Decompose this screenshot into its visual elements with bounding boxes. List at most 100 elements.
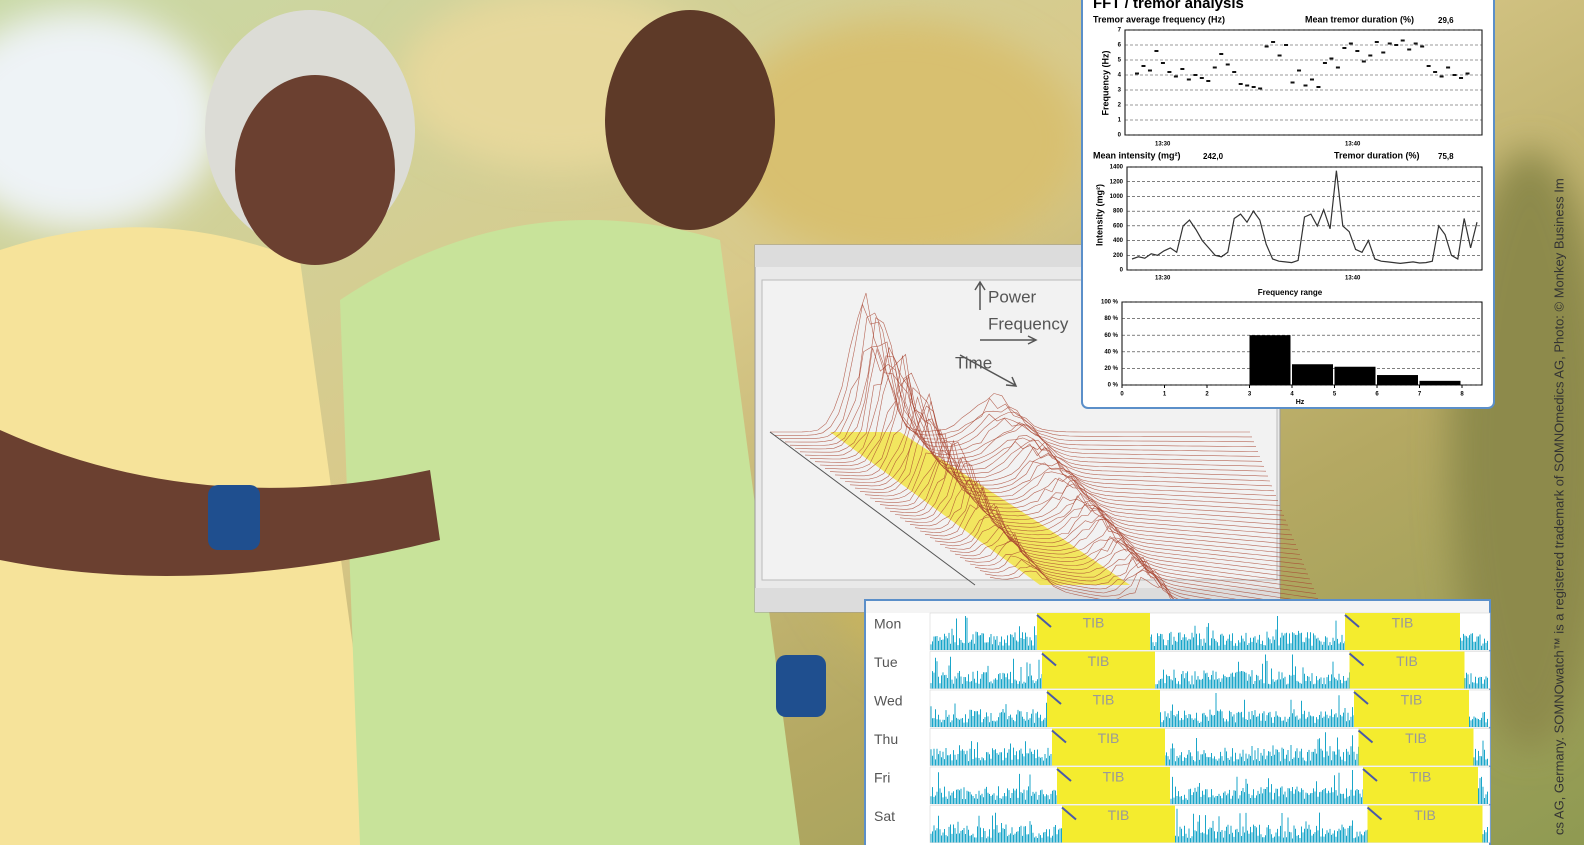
tremor-point: [1309, 78, 1314, 81]
tib-marker: [1353, 691, 1369, 705]
tremor-point: [1219, 53, 1224, 55]
day-label: Mon: [874, 616, 901, 632]
x-tick-label: 6: [1375, 392, 1379, 398]
tremor-point: [1212, 66, 1217, 69]
fft-trace: [794, 347, 1261, 457]
tib-marker: [1036, 614, 1052, 628]
tremor-point: [1303, 84, 1308, 87]
tremor-point: [1329, 57, 1334, 60]
fft-trace: [904, 462, 1305, 565]
tib-label: TIB: [1103, 769, 1125, 785]
tib-block: [1345, 613, 1460, 650]
tremor-point: [1374, 41, 1379, 43]
tremor-point: [1361, 60, 1366, 63]
tremor-point: [1180, 68, 1185, 70]
green-shirt: [340, 220, 800, 845]
fft-trace: [934, 513, 1317, 594]
tremor-point: [1154, 50, 1159, 52]
fft-trace: [789, 317, 1259, 452]
x-tick-label: 13:40: [1345, 142, 1361, 148]
tib-label: TIB: [1405, 730, 1427, 746]
axis-label: Time: [955, 353, 992, 372]
tremor-point: [1452, 74, 1457, 76]
y-tick-label: 400: [1113, 238, 1124, 244]
tremor-point: [1381, 51, 1386, 54]
day-label: Sat: [874, 808, 895, 824]
histogram-bar: [1292, 364, 1333, 385]
tib-label: TIB: [1088, 653, 1110, 669]
tib-marker: [1056, 768, 1072, 782]
x-tick-label: 2: [1205, 392, 1209, 398]
fft-trace: [944, 524, 1321, 604]
tremor-point: [1387, 42, 1392, 45]
tib-block: [1037, 613, 1150, 650]
y-tick-label: 100 %: [1101, 300, 1119, 306]
x-tick-label: 13:40: [1345, 276, 1361, 282]
axis-label: Frequency: [988, 314, 1069, 333]
tib-block: [1062, 805, 1175, 843]
tremor-point: [1193, 74, 1198, 76]
tib-label: TIB: [1414, 807, 1436, 823]
x-tick-label: 8: [1460, 392, 1464, 398]
tremor-point: [1199, 77, 1204, 79]
tib-marker: [1362, 768, 1378, 782]
chart-label: Tremor average frequency (Hz): [1093, 14, 1225, 24]
chart-title: Frequency range: [1258, 288, 1323, 297]
y-axis-title: Intensity (mg²): [1094, 184, 1104, 246]
fft-trace: [804, 346, 1265, 467]
tremor-panel: FFT / tremor analysis Tremor average fre…: [1081, 0, 1495, 409]
y-tick-label: 200: [1113, 253, 1124, 259]
fft-trace: [914, 479, 1309, 575]
tib-block: [1042, 651, 1155, 689]
tremor-point: [1355, 50, 1360, 52]
fft-trace: [899, 457, 1303, 560]
tib-label: TIB: [1410, 769, 1432, 785]
fft-trace: [894, 456, 1301, 555]
tremor-point: [1173, 75, 1178, 78]
tremor-point: [1465, 72, 1470, 75]
y-tick-label: 6: [1118, 43, 1122, 49]
fft-trace: [829, 372, 1275, 492]
tib-label: TIB: [1392, 615, 1414, 631]
tremor-point: [1284, 44, 1289, 46]
chart-label: Mean intensity (mg²): [1093, 150, 1181, 160]
tib-marker: [1348, 652, 1365, 667]
day-label: Thu: [874, 731, 898, 747]
x-axis-title: Hz: [1296, 399, 1305, 406]
histogram-bar: [1377, 375, 1418, 385]
x-tick-label: 1: [1163, 392, 1167, 398]
tib-label: TIB: [1083, 615, 1105, 631]
tib-marker: [1061, 806, 1077, 821]
tremor-point: [1238, 83, 1243, 85]
tremor-point: [1290, 81, 1295, 84]
tremor-point: [1368, 54, 1373, 57]
tib-block: [1349, 651, 1465, 689]
tremor-point: [1316, 86, 1321, 88]
tremor-point: [1225, 63, 1230, 66]
chart-value: 29,6: [1438, 16, 1454, 25]
tremor-point: [1400, 39, 1405, 42]
tib-block: [1047, 690, 1160, 727]
fft-trace: [809, 355, 1267, 472]
tremor-point: [1271, 41, 1276, 43]
tremor-point: [1245, 84, 1250, 87]
y-tick-label: 2: [1118, 103, 1122, 109]
x-tick-label: 13:30: [1155, 142, 1171, 148]
tremor-point: [1160, 62, 1165, 64]
tib-marker: [1344, 614, 1360, 628]
day-label: Tue: [874, 654, 898, 670]
day-label: Fri: [874, 770, 890, 786]
watch: [208, 485, 260, 550]
tremor-point: [1232, 71, 1237, 73]
fft-trace: [869, 428, 1291, 531]
tremor-point: [1297, 69, 1302, 72]
fft-trace: [799, 348, 1263, 462]
panel-title: FFT / tremor analysis: [1093, 0, 1244, 12]
x-tick-label: 0: [1120, 392, 1124, 398]
histogram-bar: [1419, 380, 1461, 385]
tib-label: TIB: [1093, 692, 1115, 708]
y-tick-label: 0: [1120, 268, 1124, 274]
y-tick-label: 3: [1118, 88, 1122, 94]
chart-value: 75,8: [1438, 152, 1454, 161]
fft-trace: [929, 503, 1315, 590]
